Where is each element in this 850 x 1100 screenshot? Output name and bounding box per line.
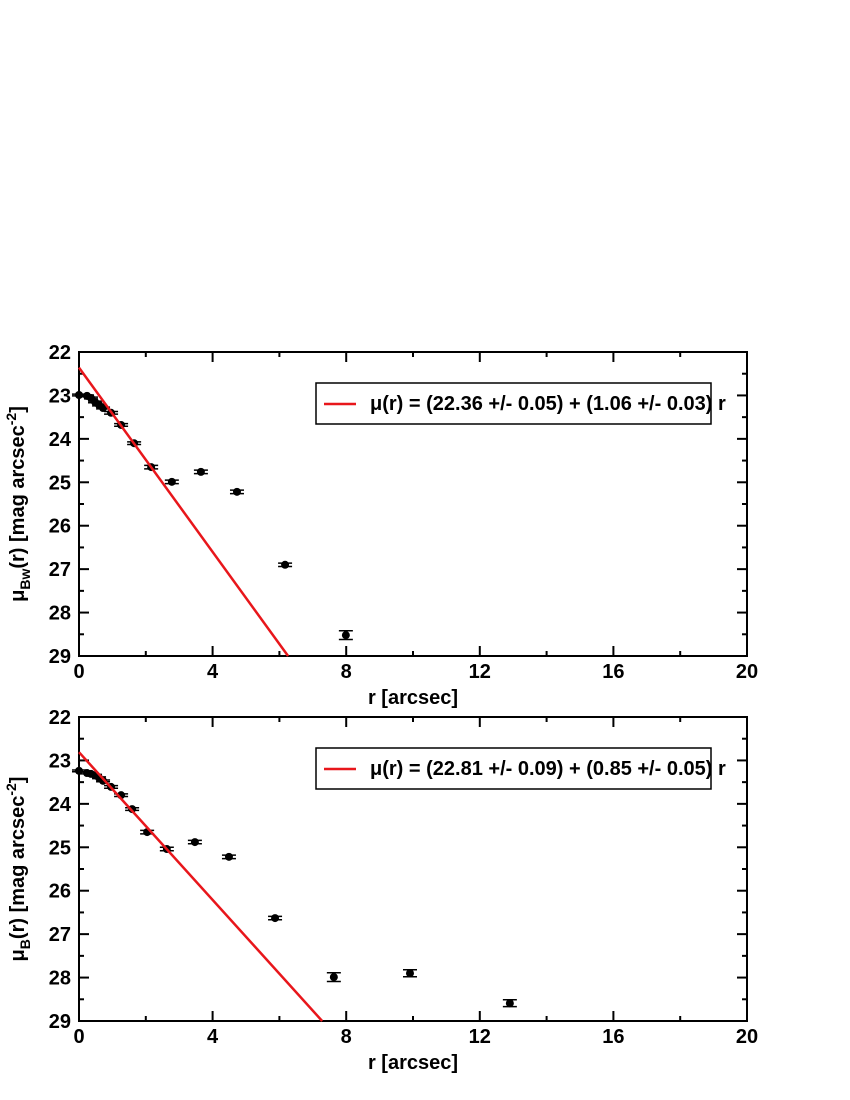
x-tick-label: 8 — [341, 1026, 352, 1048]
data-point — [329, 973, 338, 982]
legend-box — [315, 382, 712, 425]
y-label-symbol: μ — [7, 590, 29, 602]
y-label-sup: -2 — [3, 783, 19, 796]
y-label-text: (r) [mag arcsec — [7, 425, 29, 568]
x-tick-label: 12 — [469, 661, 491, 683]
y-tick-label: 27 — [49, 924, 71, 946]
y-tick-label: 29 — [49, 1011, 71, 1033]
y-label-sub: B — [17, 939, 33, 949]
data-point — [167, 477, 176, 486]
chart: 0 4 8 12 16 20 22 23 24 25 26 27 28 29 r [arcsec] μBw(r… — [3, 342, 758, 709]
y-label-sub: Bw — [17, 569, 33, 590]
data-point — [224, 852, 233, 861]
x-tick-label: 4 — [207, 1026, 219, 1048]
x-tick-label: 4 — [207, 661, 219, 683]
y-tick-label: 26 — [49, 516, 71, 538]
y-axis-label: μB(r) [mag arcsec-2] — [3, 777, 33, 962]
x-axis-label: r [arcsec] — [368, 687, 458, 709]
y-tick-label: 28 — [49, 968, 71, 990]
y-tick-label: 24 — [49, 794, 72, 816]
plot-frame — [78, 716, 748, 1022]
x-tick-label: 8 — [341, 661, 352, 683]
y-tick-label: 27 — [49, 559, 71, 581]
x-tick-label: 0 — [73, 661, 84, 683]
data-point — [405, 969, 414, 978]
y-tick-label: 23 — [49, 750, 71, 772]
x-tick-label: 12 — [469, 1026, 491, 1048]
data-point — [505, 999, 514, 1008]
data-point — [99, 404, 108, 413]
legend-box — [315, 747, 712, 790]
x-tick-label: 16 — [602, 1026, 624, 1048]
legend-label: μ(r) = (22.36 +/- 0.05) + (1.06 +/- 0.03… — [370, 393, 726, 415]
data-point — [232, 487, 241, 496]
y-label-end: ] — [7, 406, 29, 413]
y-label-text: (r) [mag arcsec — [7, 796, 29, 939]
x-tick-label: 0 — [73, 1026, 84, 1048]
x-axis-label: r [arcsec] — [368, 1052, 458, 1074]
x-tick-label: 16 — [602, 661, 624, 683]
plot-frame — [78, 351, 748, 657]
y-label-end: ] — [7, 777, 29, 784]
legend-label: μ(r) = (22.81 +/- 0.09) + (0.85 +/- 0.05… — [370, 758, 726, 780]
data-point — [190, 838, 199, 847]
y-tick-label: 25 — [49, 837, 71, 859]
data-point — [99, 776, 108, 785]
x-tick-label: 20 — [736, 661, 758, 683]
y-tick-label: 22 — [49, 707, 71, 729]
fit-line — [78, 751, 324, 1022]
fit-line — [77, 366, 290, 657]
chart: 0 4 8 12 16 20 22 23 24 25 26 27 28 29 r [arcsec] μB(r)… — [3, 707, 758, 1074]
y-tick-label: 28 — [49, 603, 71, 625]
y-axis-label: μBw(r) [mag arcsec-2] — [3, 406, 33, 602]
y-tick-label: 29 — [49, 646, 71, 668]
data-point — [341, 631, 350, 640]
x-tick-label: 20 — [736, 1026, 758, 1048]
y-tick-label: 24 — [49, 429, 72, 451]
data-point — [281, 560, 290, 569]
y-tick-label: 22 — [49, 342, 71, 364]
y-tick-label: 23 — [49, 385, 71, 407]
y-tick-label: 25 — [49, 472, 71, 494]
y-label-symbol: μ — [7, 949, 29, 961]
y-tick-label: 26 — [49, 881, 71, 903]
data-point — [196, 467, 205, 476]
y-label-sup: -2 — [3, 413, 19, 426]
data-point — [271, 914, 280, 923]
